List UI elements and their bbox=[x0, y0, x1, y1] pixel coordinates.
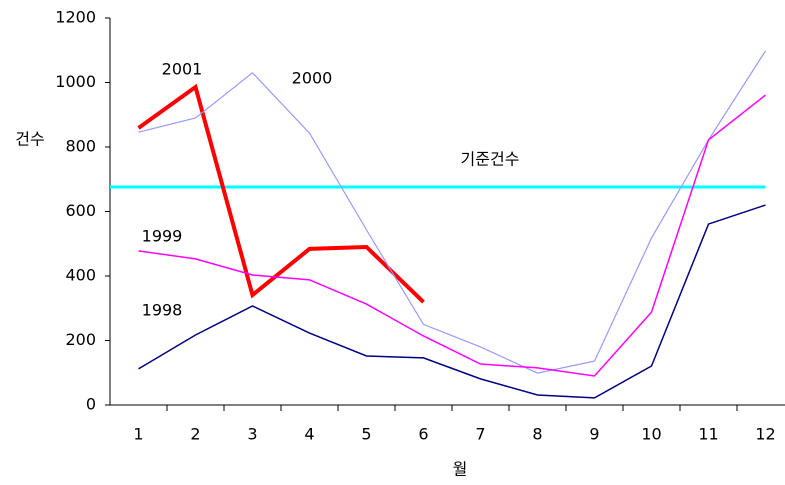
x-tick-label: 6 bbox=[418, 425, 428, 444]
x-tick-label: 11 bbox=[698, 425, 718, 444]
x-tick-label: 4 bbox=[304, 425, 314, 444]
x-axis-label: 월 bbox=[453, 460, 468, 479]
y-tick-label: 0 bbox=[86, 395, 96, 414]
series-label: 2001 bbox=[162, 60, 203, 79]
x-tick-label: 9 bbox=[589, 425, 599, 444]
y-tick-label: 1000 bbox=[55, 72, 96, 91]
reference-label: 기준건수 bbox=[461, 150, 520, 169]
x-tick-label: 3 bbox=[247, 425, 257, 444]
x-tick-label: 5 bbox=[361, 425, 371, 444]
y-axis-label: 건수 bbox=[15, 130, 44, 149]
x-tick-label: 12 bbox=[755, 425, 775, 444]
x-tick-label: 1 bbox=[133, 425, 143, 444]
y-tick-label: 600 bbox=[65, 201, 96, 220]
y-tick-label: 200 bbox=[65, 330, 96, 349]
series-line bbox=[138, 50, 767, 374]
y-tick-label: 800 bbox=[65, 137, 96, 156]
series-line bbox=[138, 204, 766, 399]
series-line bbox=[138, 94, 766, 377]
series-label: 1998 bbox=[142, 301, 183, 320]
series-label: 1999 bbox=[142, 227, 183, 246]
series-label: 2000 bbox=[292, 69, 333, 88]
x-tick-label: 2 bbox=[190, 425, 200, 444]
x-tick-label: 7 bbox=[475, 425, 485, 444]
x-tick-label: 10 bbox=[641, 425, 661, 444]
y-tick-label: 1200 bbox=[55, 8, 96, 27]
y-tick-label: 400 bbox=[65, 266, 96, 285]
x-tick-label: 8 bbox=[532, 425, 542, 444]
series-line bbox=[137, 83, 425, 304]
